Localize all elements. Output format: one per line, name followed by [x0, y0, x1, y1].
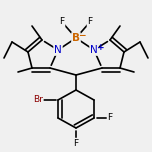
- Text: −: −: [78, 31, 86, 40]
- Text: F: F: [107, 114, 113, 123]
- Text: F: F: [59, 17, 65, 26]
- Text: B: B: [72, 33, 80, 43]
- Text: F: F: [87, 17, 93, 26]
- Text: F: F: [73, 138, 79, 147]
- Text: N: N: [90, 45, 98, 55]
- Text: +: +: [97, 43, 105, 52]
- Text: Br: Br: [33, 95, 43, 105]
- Text: N: N: [54, 45, 62, 55]
